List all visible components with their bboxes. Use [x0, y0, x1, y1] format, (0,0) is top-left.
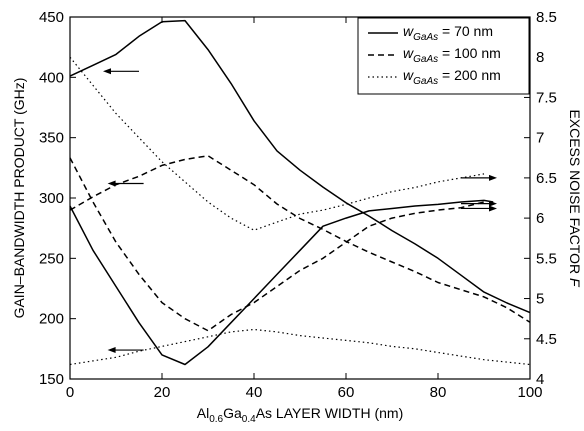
- y-left-tick-label: 350: [39, 130, 64, 147]
- ticks: 0 20 40 60 80 100 150 200 250 300 350 400 450 4 4.5 5 5.…: [39, 9, 557, 401]
- axis-arrow-head: [107, 180, 116, 187]
- legend-label-100-value: = 100 nm: [438, 45, 501, 61]
- y-right-tick-label: 7: [536, 130, 544, 147]
- y-left-tick-label: 250: [39, 250, 64, 267]
- y-right-tick-label: 5: [536, 291, 544, 308]
- y-right-tick-label: 8.5: [536, 9, 557, 26]
- y-right-axis-title-main: EXCESS NOISE FACTOR: [567, 109, 583, 278]
- axis-arrow-head: [107, 347, 116, 354]
- x-axis-title-al: Al: [197, 405, 209, 421]
- x-tick-label: 40: [246, 384, 263, 401]
- series-line-solid-left: [69, 19, 531, 314]
- legend-label-200: wGaAs = 200 nm: [403, 67, 501, 87]
- legend-label-70-value: = 70 nm: [438, 23, 493, 39]
- arrows-layer: [103, 68, 497, 354]
- axis-arrow-head: [103, 68, 111, 75]
- x-tick-label: 20: [154, 384, 171, 401]
- series-line-dotted-left: [69, 328, 531, 366]
- y-left-axis-title: GAIN–BANDWIDTH PRODUCT (GHz): [11, 78, 27, 319]
- y-right-tick-label: 4: [536, 371, 544, 388]
- legend-label-100: wGaAs = 100 nm: [403, 45, 501, 65]
- axis-arrow-4: [461, 200, 497, 207]
- x-axis-title-al-sub: 0.6: [209, 414, 223, 425]
- axis-arrow-3: [461, 174, 497, 181]
- x-axis-title: Al0.6Ga0.4As LAYER WIDTH (nm): [197, 405, 403, 425]
- x-axis-title-ga: Ga: [223, 405, 242, 421]
- y-right-tick-label: 4.5: [536, 331, 557, 348]
- series-line-dashed-left: [69, 155, 531, 323]
- y-left-tick-label: 300: [39, 190, 64, 207]
- legend-label-200-sub: GaAs: [413, 76, 438, 87]
- legend-box: [357, 17, 530, 95]
- series-layer: [69, 19, 531, 366]
- axis-arrow-head: [489, 174, 497, 181]
- legend-label-70-sub: GaAs: [413, 32, 438, 43]
- axis-arrow-head: [489, 200, 497, 207]
- legend-label-100-sub: GaAs: [413, 54, 438, 65]
- y-left-tick-label: 400: [39, 69, 64, 86]
- x-axis-title-ga-sub: 0.4: [242, 414, 256, 425]
- y-right-tick-label: 5.5: [536, 250, 557, 267]
- legend-label-100-w: w: [403, 45, 414, 61]
- y-left-tick-label: 200: [39, 311, 64, 328]
- y-right-tick-label: 8: [536, 49, 544, 66]
- axis-arrow-head: [489, 205, 497, 212]
- y-left-tick-label: 150: [39, 371, 64, 388]
- legend-label-70: wGaAs = 70 nm: [403, 23, 493, 43]
- axis-arrow-5: [461, 205, 497, 212]
- axis-arrow-2: [107, 347, 144, 354]
- legend-label-70-w: w: [403, 23, 414, 39]
- x-tick-label: 80: [430, 384, 447, 401]
- series-line-dashed-right: [69, 157, 485, 332]
- x-tick-label: 100: [517, 384, 542, 401]
- y-right-axis-title: EXCESS NOISE FACTOR F: [567, 109, 583, 288]
- legend: wGaAs = 70 nm wGaAs = 100 nm wGaAs = 200…: [357, 17, 530, 95]
- x-axis-title-rest: As LAYER WIDTH (nm): [256, 405, 404, 421]
- x-tick-label: 0: [66, 384, 74, 401]
- axis-arrow-0: [103, 68, 139, 75]
- series-line-solid-right: [69, 199, 494, 366]
- legend-label-200-value: = 200 nm: [438, 67, 501, 83]
- y-right-tick-label: 7.5: [536, 89, 557, 106]
- axis-arrow-1: [107, 180, 144, 187]
- legend-label-200-w: w: [403, 67, 414, 83]
- y-left-tick-label: 450: [39, 9, 64, 26]
- y-right-axis-title-italic: F: [567, 278, 583, 288]
- y-right-tick-label: 6.5: [536, 170, 557, 187]
- y-right-tick-label: 6: [536, 210, 544, 227]
- x-tick-label: 60: [338, 384, 355, 401]
